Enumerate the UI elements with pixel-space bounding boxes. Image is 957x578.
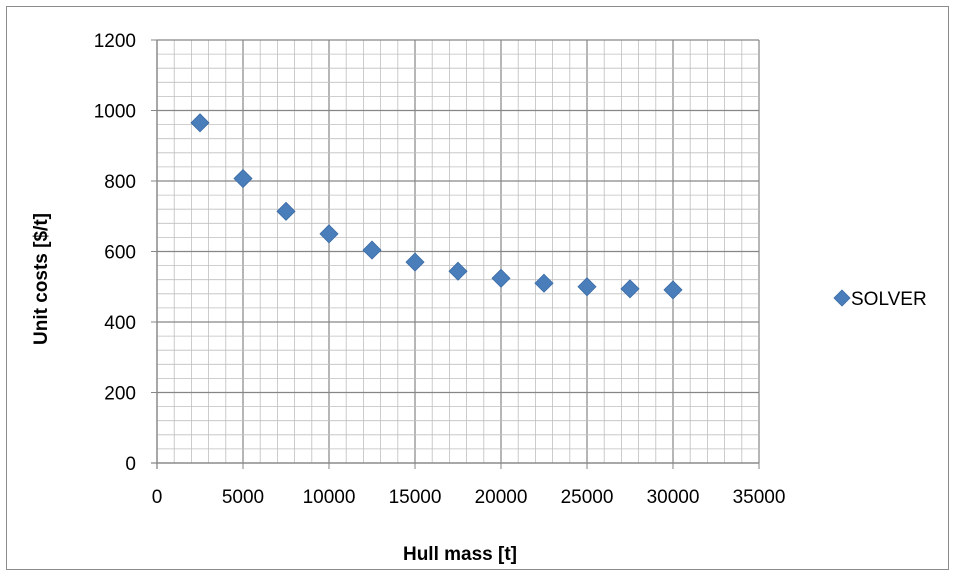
y-tick-label: 0 xyxy=(125,454,136,475)
y-tick-labels: 0 200 400 600 800 1000 1200 xyxy=(94,31,136,475)
legend-marker-solver xyxy=(833,289,851,307)
y-tick-label: 800 xyxy=(104,172,136,193)
data-point xyxy=(362,240,382,260)
data-point xyxy=(534,273,554,293)
data-point xyxy=(405,252,425,272)
x-tick-label: 15000 xyxy=(389,487,442,508)
gridlines xyxy=(156,39,760,464)
x-tick-labels: 0 5000 10000 15000 20000 25000 30000 35000 xyxy=(152,487,786,508)
data-point xyxy=(319,224,339,244)
y-axis-title: Unit costs [$/t] xyxy=(31,213,52,345)
legend: SOLVER xyxy=(833,289,927,310)
data-point xyxy=(448,261,468,281)
data-point xyxy=(276,201,296,221)
data-point xyxy=(663,280,683,300)
y-tick-label: 600 xyxy=(104,243,136,264)
axes xyxy=(151,39,760,469)
chart-area xyxy=(6,6,949,570)
data-point xyxy=(190,113,210,133)
x-tick-label: 0 xyxy=(152,487,163,508)
x-tick-label: 5000 xyxy=(222,487,264,508)
x-axis-title: Hull mass [t] xyxy=(403,544,517,565)
x-tick-label: 25000 xyxy=(561,487,614,508)
y-tick-label: 1200 xyxy=(94,31,136,52)
x-tick-label: 10000 xyxy=(303,487,356,508)
data-point xyxy=(577,277,597,297)
data-point xyxy=(491,268,511,288)
x-tick-label: 35000 xyxy=(733,487,786,508)
legend-label-solver: SOLVER xyxy=(851,289,927,310)
data-point xyxy=(233,168,253,189)
y-tick-label: 400 xyxy=(104,313,136,334)
data-point xyxy=(620,279,640,299)
y-tick-label: 200 xyxy=(104,384,136,405)
x-tick-label: 30000 xyxy=(647,487,700,508)
data-points xyxy=(190,113,683,300)
x-tick-label: 20000 xyxy=(475,487,528,508)
y-tick-label: 1000 xyxy=(94,102,136,123)
